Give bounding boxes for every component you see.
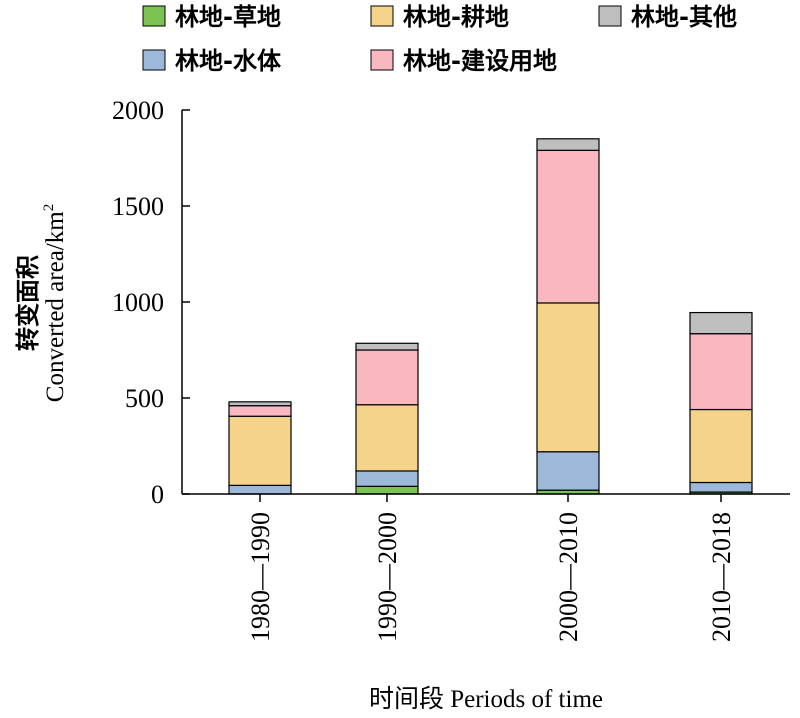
- x-axis-label: 时间段 Periods of time: [369, 685, 603, 713]
- bar-segment: [355, 404, 419, 472]
- legend-label: 林地-水体: [175, 47, 282, 75]
- y-axis-label-cn: 转变面积: [14, 255, 42, 351]
- y-tick-label: 500: [125, 384, 164, 413]
- legend-swatch: [370, 5, 394, 27]
- bars: [228, 138, 753, 495]
- y-tick-label: 0: [151, 480, 164, 509]
- legend-swatch: [142, 49, 166, 71]
- bar-segment: [355, 349, 419, 406]
- bar-segment: [689, 311, 753, 335]
- bar-segment: [536, 138, 600, 151]
- bar-segment: [228, 401, 292, 407]
- x-tick-label: 1980—1990: [246, 512, 275, 642]
- legend-label: 林地-其他: [631, 3, 737, 31]
- legend-label: 林地-建设用地: [403, 47, 557, 75]
- y-axis-label-en: Converted area/km2: [41, 204, 69, 402]
- y-axis-label-superscript: 2: [41, 204, 57, 212]
- y-tick-label: 1000: [112, 288, 164, 317]
- y-ticks: 0 500 1000 1500 2000: [112, 96, 190, 509]
- legend-swatch: [598, 5, 622, 27]
- legend-label: 林地-草地: [175, 3, 281, 31]
- y-axis-label-en-text: Converted area/km: [42, 211, 69, 402]
- bar-segment: [228, 415, 292, 486]
- bar-segment: [355, 342, 419, 351]
- bar-segment: [536, 451, 600, 491]
- bar-segment: [689, 481, 753, 493]
- legend-swatch: [370, 49, 394, 71]
- bar-segment: [689, 333, 753, 411]
- x-tick-label: 2010—2018: [707, 512, 736, 642]
- bar-segment: [689, 408, 753, 484]
- y-tick-label: 2000: [112, 96, 164, 125]
- bar-segment: [228, 405, 292, 417]
- x-tick-label: 2000—2010: [554, 512, 583, 642]
- x-tick-label: 1990—2000: [373, 512, 402, 642]
- bar-segment: [355, 485, 419, 495]
- x-ticks: 1980—1990 1990—2000 2000—2010 2010—2018: [246, 494, 736, 642]
- bar-segment: [536, 149, 600, 304]
- bar-segment: [355, 470, 419, 487]
- bar-segment: [228, 484, 292, 495]
- bar-segment: [536, 302, 600, 453]
- legend-swatch: [142, 5, 166, 27]
- y-tick-label: 1500: [112, 192, 164, 221]
- legend-label: 林地-耕地: [403, 3, 509, 31]
